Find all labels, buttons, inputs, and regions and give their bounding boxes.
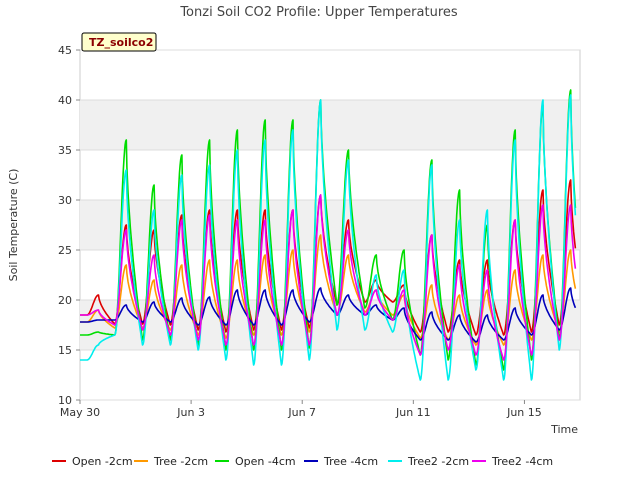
- x-tick-label: Jun 15: [506, 406, 542, 419]
- y-tick-label: 45: [58, 44, 72, 57]
- y-tick-label: 40: [58, 94, 72, 107]
- x-tick-label: Jun 3: [176, 406, 205, 419]
- legend-label: Open -4cm: [235, 455, 296, 468]
- series-lines: [79, 89, 577, 381]
- legend-label: Open -2cm: [72, 455, 133, 468]
- y-tick-label: 25: [58, 244, 72, 257]
- legend-label: Tree -4cm: [323, 455, 378, 468]
- y-tick-label: 10: [58, 394, 72, 407]
- station-badge-label: TZ_soilco2: [89, 36, 153, 49]
- legend-label: Tree2 -4cm: [491, 455, 553, 468]
- legend-label: Tree -2cm: [153, 455, 208, 468]
- x-axis: May 30 Jun 3 Jun 7 Jun 11 Jun 15: [60, 400, 542, 419]
- x-tick-label: Jun 11: [395, 406, 431, 419]
- series-line: [79, 194, 577, 361]
- y-axis-label: Soil Temperature (C): [7, 169, 20, 282]
- legend-label: Tree2 -2cm: [407, 455, 469, 468]
- series-line: [79, 287, 577, 343]
- x-tick-label: May 30: [60, 406, 100, 419]
- y-tick-label: 30: [58, 194, 72, 207]
- series-line: [79, 94, 577, 381]
- chart-title: Tonzi Soil CO2 Profile: Upper Temperatur…: [179, 5, 458, 20]
- x-axis-label: Time: [550, 423, 578, 436]
- grid-band: [80, 100, 580, 150]
- y-tick-label: 15: [58, 344, 72, 357]
- y-axis: 10 15 20 25 30 35 40 45: [58, 44, 80, 407]
- legend: Open -2cm Tree -2cm Open -4cm Tree -4cm Tree…: [52, 455, 553, 468]
- x-tick-label: Jun 7: [287, 406, 316, 419]
- station-badge: TZ_soilco2: [81, 32, 157, 52]
- y-tick-label: 20: [58, 294, 72, 307]
- y-tick-label: 35: [58, 144, 72, 157]
